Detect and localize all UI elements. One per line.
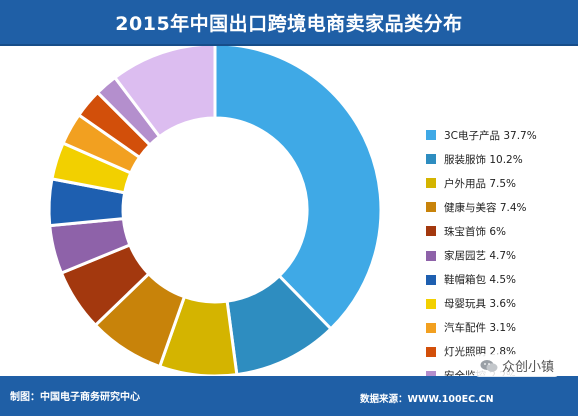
legend-swatch: [426, 274, 436, 285]
donut-chart: [47, 46, 383, 376]
legend-swatch: [426, 346, 436, 357]
legend-item: 珠宝首饰 6%: [426, 219, 537, 243]
legend-item: 3C电子产品 37.7%: [426, 123, 537, 147]
legend-swatch: [426, 154, 436, 165]
legend-label: 鞋帽箱包 4.5%: [444, 274, 517, 287]
legend-label: 家居园艺 4.7%: [444, 250, 517, 263]
legend-swatch: [426, 202, 436, 213]
chart-area: 3C电子产品 37.7% 服装服饰 10.2% 户外用品 7.5% 健康与美容 7.4…: [0, 46, 578, 407]
pie-slice-11: [112, 46, 217, 139]
donut-hole: [124, 119, 306, 301]
legend-swatch: [426, 130, 436, 141]
watermark: 众创小镇: [476, 354, 559, 377]
legend-swatch: [426, 322, 436, 333]
chart-title: 2015年中国出口跨境电商卖家品类分布: [115, 12, 463, 35]
legend-label: 珠宝首饰 6%: [444, 225, 506, 238]
legend-item: 鞋帽箱包 4.5%: [426, 268, 537, 292]
legend-swatch: [426, 250, 436, 261]
legend-swatch: [426, 370, 436, 381]
legend-swatch: [426, 226, 436, 237]
legend-label: 户外用品 7.5%: [444, 177, 517, 190]
title-bar: 2015年中国出口跨境电商卖家品类分布: [0, 0, 578, 46]
legend-item: 汽车配件 3.1%: [426, 316, 537, 340]
legend-label: 健康与美容 7.4%: [444, 201, 527, 214]
footer: 制图：中国电子商务研究中心 数据来源：WWW.100EC.CN: [0, 376, 578, 416]
legend-item: 健康与美容 7.4%: [426, 195, 537, 219]
footer-credit: 制图：中国电子商务研究中心: [10, 392, 140, 403]
legend-item: 服装服饰 10.2%: [426, 147, 537, 171]
watermark-text: 众创小镇: [502, 360, 555, 375]
wechat-icon: [480, 359, 498, 373]
legend-label: 服装服饰 10.2%: [444, 153, 523, 166]
legend-item: 户外用品 7.5%: [426, 171, 537, 195]
pie-slice-0: [213, 46, 383, 331]
legend-label: 3C电子产品 37.7%: [444, 129, 537, 142]
legend-label: 母婴玩具 3.6%: [444, 298, 517, 311]
legend-item: 母婴玩具 3.6%: [426, 292, 537, 316]
legend-label: 汽车配件 3.1%: [444, 322, 517, 335]
legend-item: 家居园艺 4.7%: [426, 243, 537, 267]
legend-swatch: [426, 298, 436, 309]
legend-swatch: [426, 178, 436, 189]
footer-source: 数据来源：WWW.100EC.CN: [360, 394, 494, 405]
